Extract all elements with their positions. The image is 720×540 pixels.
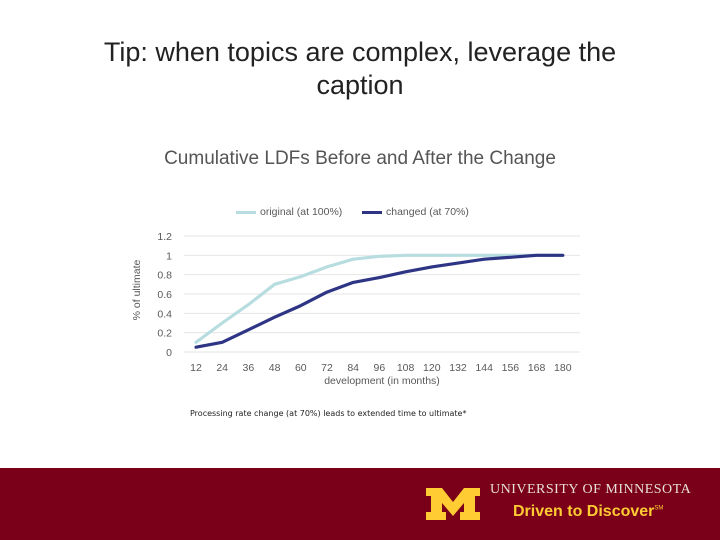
x-tick-label: 132 xyxy=(449,362,467,374)
x-tick-label: 24 xyxy=(216,362,228,374)
legend-label-changed: changed (at 70%) xyxy=(386,206,469,218)
x-tick-label: 168 xyxy=(528,362,546,374)
chart-legend: original (at 100%) changed (at 70%) xyxy=(0,206,720,222)
x-tick-label: 36 xyxy=(243,362,255,374)
block-m-logo xyxy=(426,488,480,520)
legend-item-original: original (at 100%) xyxy=(236,206,342,218)
legend-item-changed: changed (at 70%) xyxy=(362,206,469,218)
line-chart: 0 0.2 0.4 0.6 0.8 1 1.2 12 24 36 48 60 72 84 96 108 120 1… xyxy=(157,231,580,374)
series-line-original xyxy=(194,253,565,344)
x-tick-label: 84 xyxy=(347,362,359,374)
x-tick-label: 144 xyxy=(475,362,493,374)
legend-swatch-original xyxy=(236,210,256,214)
slide-title: Tip: when topics are complex, leverage t… xyxy=(103,37,617,100)
tagline-text: Driven to Discover xyxy=(513,503,655,520)
x-tick-label: 96 xyxy=(374,362,386,374)
y-tick-label: 0.8 xyxy=(157,270,172,282)
y-tick-label: 0.4 xyxy=(157,308,172,320)
legend-label-original: original (at 100%) xyxy=(260,206,343,218)
y-tick-label: 1 xyxy=(166,250,172,262)
x-tick-label: 48 xyxy=(269,362,281,374)
x-tick-label: 156 xyxy=(502,362,520,374)
legend-swatch-changed xyxy=(362,210,382,214)
x-tick-label: 72 xyxy=(321,362,333,374)
x-tick-label: 108 xyxy=(397,362,415,374)
university-name: University of Minnesota xyxy=(490,482,692,497)
x-tick-label: 60 xyxy=(295,362,307,374)
tagline-trademark: SM xyxy=(654,505,664,512)
y-tick-label: 0 xyxy=(166,347,172,359)
y-tick-label: 1.2 xyxy=(157,231,172,243)
x-axis-label: development (in months) xyxy=(324,375,440,387)
university-tagline: Driven to DiscoverSM xyxy=(513,503,663,521)
y-tick-label: 0.6 xyxy=(157,289,172,301)
y-tick-label: 0.2 xyxy=(157,328,172,340)
footer-bar xyxy=(0,468,720,540)
series-line-changed xyxy=(194,253,565,349)
x-tick-label: 120 xyxy=(423,362,441,374)
figure-caption: Processing rate change (at 70%) leads to… xyxy=(190,409,467,418)
x-tick-label: 180 xyxy=(554,362,572,374)
x-tick-label: 12 xyxy=(190,362,202,374)
chart-title: Cumulative LDFs Before and After the Cha… xyxy=(164,148,556,169)
